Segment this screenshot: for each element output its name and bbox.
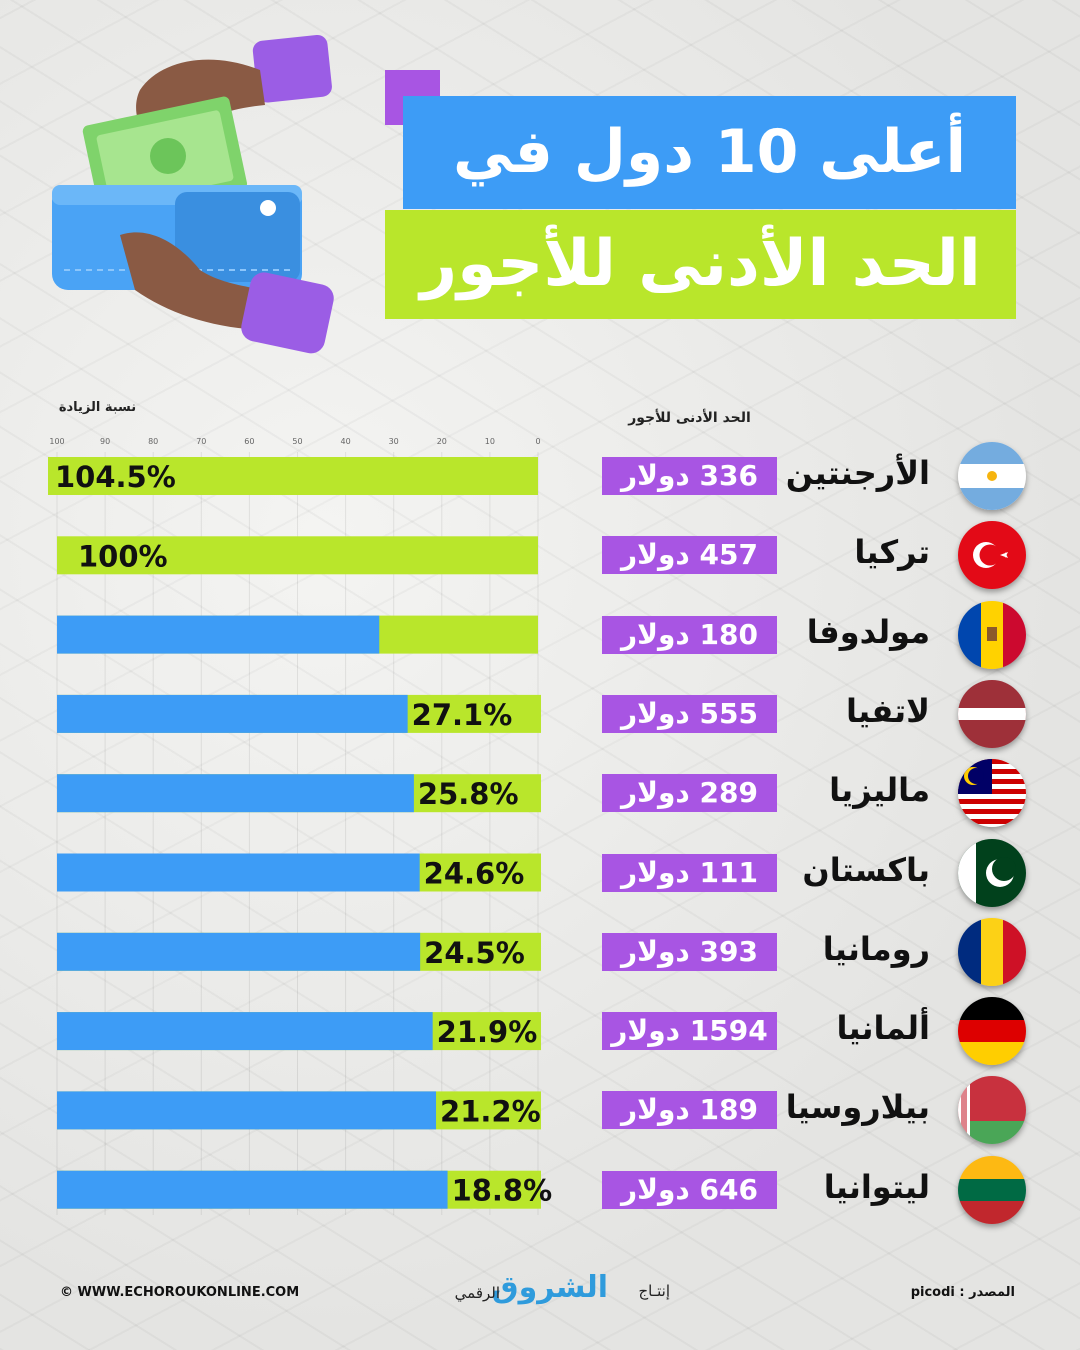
pakistan-flag-icon bbox=[958, 838, 1026, 907]
country-name: لاتفيا bbox=[846, 691, 930, 730]
brand-logo: الشروق bbox=[491, 1270, 608, 1305]
minimum-wage-value: 289 دولار bbox=[602, 774, 777, 813]
bar-data-label: 100% bbox=[78, 539, 168, 573]
latvia-flag-icon bbox=[958, 679, 1026, 748]
x-tick-label: 60 bbox=[244, 437, 254, 446]
country-row: 180 دولار مولدوفا bbox=[0, 0, 1080, 669]
country-row: 457 دولار تركيا bbox=[0, 0, 1080, 590]
country-row: 336 دولار الأرجنتين bbox=[0, 0, 1080, 510]
country-row: 393 دولار رومانيا bbox=[0, 0, 1080, 986]
page-title-line-2: الحد الأدنى للأجور bbox=[385, 210, 1016, 319]
minimum-wage-value: 1594 دولار bbox=[602, 1012, 777, 1051]
country-name: ألمانيا bbox=[836, 1009, 930, 1048]
bar-value bbox=[57, 1170, 448, 1209]
country-name: مولدوفا bbox=[806, 612, 930, 651]
x-tick-label: 70 bbox=[196, 437, 206, 446]
bar-value bbox=[57, 615, 380, 654]
minimum-wage-value: 555 دولار bbox=[602, 694, 777, 733]
minimum-wage-value: 457 دولار bbox=[602, 536, 777, 575]
minimum-wage-value: 189 دولار bbox=[602, 1091, 777, 1130]
bar-track bbox=[57, 536, 538, 575]
minimum-wage-value: 111 دولار bbox=[602, 853, 777, 892]
bar-data-label: 21.9% bbox=[437, 1015, 538, 1049]
argentina-flag-icon bbox=[958, 442, 1026, 510]
bar-value bbox=[57, 932, 421, 971]
minimum-wage-header: الحد الأدنى للأجور bbox=[628, 410, 751, 426]
bar-data-label: 27.1% bbox=[412, 698, 513, 732]
lithuania-flag-icon bbox=[958, 1155, 1026, 1224]
bar-data-label: 104.5% bbox=[55, 460, 176, 494]
country-row: 289 دولار ماليزيا bbox=[0, 0, 1080, 828]
minimum-wage-value: 646 دولار bbox=[602, 1170, 777, 1209]
country-name: باكستان bbox=[802, 850, 930, 889]
x-tick-label: 0 bbox=[535, 437, 540, 446]
production-prefix: إنتـاج bbox=[638, 1282, 670, 1300]
country-name: بيلاروسيا bbox=[785, 1088, 930, 1127]
country-name: الأرجنتين bbox=[785, 454, 930, 492]
country-row: 1594 دولار ألمانيا bbox=[0, 0, 1080, 1066]
production-suffix: الرقمي bbox=[454, 1284, 500, 1302]
bar-data-label: 24.5% bbox=[424, 936, 525, 970]
x-tick-label: 100 bbox=[49, 437, 64, 446]
x-tick-label: 80 bbox=[148, 437, 158, 446]
germany-flag-icon bbox=[958, 997, 1026, 1066]
minimum-wage-value: 336 دولار bbox=[602, 457, 777, 495]
country-name: ليتوانيا bbox=[823, 1167, 930, 1206]
malaysia-flag-icon bbox=[958, 759, 1026, 828]
bar-data-label: 18.8% bbox=[452, 1174, 553, 1208]
minimum-wage-value: 393 دولار bbox=[602, 932, 777, 971]
country-row: 111 دولار باكستان bbox=[0, 0, 1080, 907]
x-tick-label: 40 bbox=[341, 437, 351, 446]
romania-flag-icon bbox=[958, 917, 1026, 986]
wallet-illustration bbox=[40, 30, 350, 370]
website-credit: © WWW.ECHOROUKONLINE.COM bbox=[60, 1285, 300, 1300]
bar-value bbox=[57, 1091, 437, 1130]
bar-value bbox=[57, 1012, 433, 1051]
minimum-wage-value: 180 دولار bbox=[602, 615, 777, 654]
moldova-flag-icon bbox=[958, 600, 1026, 669]
x-tick-label: 90 bbox=[100, 437, 110, 446]
country-name: ماليزيا bbox=[829, 771, 930, 810]
x-tick-label: 30 bbox=[389, 437, 399, 446]
increase-rate-header: نسبة الزيادة bbox=[58, 400, 137, 415]
production-credit: إنتـاج الشروق الرقمي bbox=[440, 1270, 670, 1310]
country-name: تركيا bbox=[854, 533, 930, 572]
bar-value bbox=[57, 694, 408, 733]
country-name: رومانيا bbox=[822, 929, 930, 968]
bar-value bbox=[57, 853, 420, 892]
country-row: 646 دولار ليتوانيا bbox=[0, 0, 1080, 1224]
source-credit: المصدر : picodi bbox=[910, 1285, 1015, 1300]
x-tick-label: 10 bbox=[485, 437, 495, 446]
country-row: 189 دولار بيلاروسيا bbox=[0, 0, 1080, 1145]
country-row: 555 دولار لاتفيا bbox=[0, 0, 1080, 748]
x-tick-label: 20 bbox=[437, 437, 447, 446]
belarus-flag-icon bbox=[958, 1076, 1026, 1145]
x-tick-label: 50 bbox=[292, 437, 302, 446]
turkey-flag-icon bbox=[958, 521, 1026, 590]
bar-data-label: 21.2% bbox=[440, 1094, 541, 1128]
bar-data-label: 25.8% bbox=[418, 777, 519, 811]
bar-data-label: 24.6% bbox=[424, 857, 525, 891]
bar-track bbox=[48, 457, 538, 495]
bar-value bbox=[57, 774, 414, 813]
